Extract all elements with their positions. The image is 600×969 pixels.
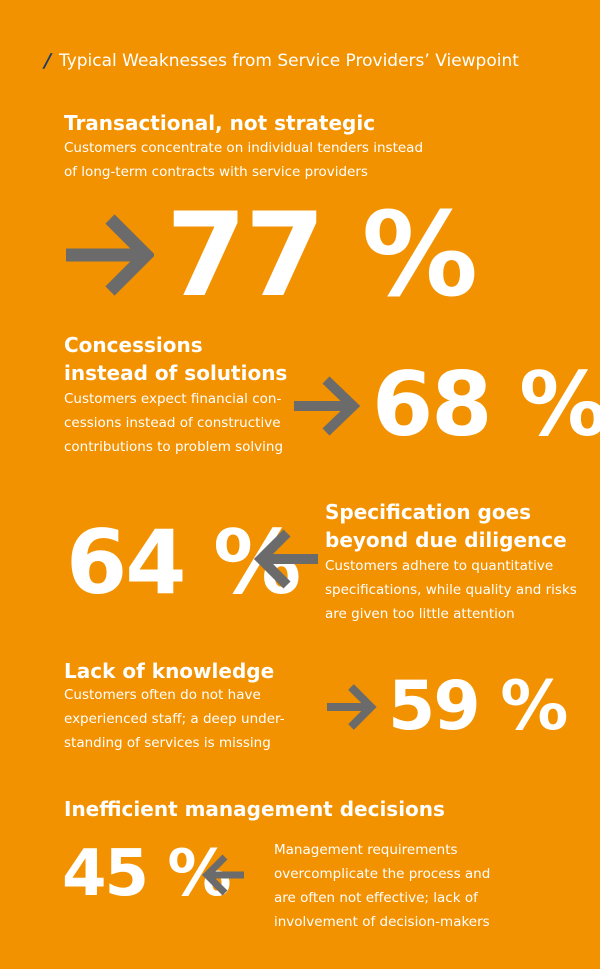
- item-5-description: Management requirements overcomplicate t…: [274, 842, 491, 930]
- item-3-description: Customers adhere to quantitative specifi…: [325, 558, 577, 622]
- left-arrow-icon: [200, 852, 246, 898]
- item-4-percent: 59 %: [388, 667, 568, 746]
- right-arrow-icon: [62, 210, 154, 300]
- item-4-description: Customers often do not have experienced …: [64, 687, 285, 751]
- item-5-title: Inefficient management decisions: [64, 797, 445, 821]
- page-title: Typical Weaknesses from Service Provider…: [58, 51, 519, 71]
- right-arrow-icon: [325, 681, 377, 733]
- item-3-title: Specification goes beyond due diligence: [325, 500, 567, 552]
- item-2-description: Customers expect financial con- cessions…: [64, 391, 284, 455]
- slash-mark-icon: /: [41, 50, 54, 72]
- right-arrow-icon: [292, 373, 360, 439]
- item-4-title: Lack of knowledge: [64, 659, 275, 683]
- item-1-title: Transactional, not strategic: [64, 111, 376, 135]
- item-1-description: Customers concentrate on individual tend…: [64, 140, 424, 180]
- left-arrow-icon: [254, 527, 320, 591]
- item-2-title: Concessions instead of solutions: [64, 333, 288, 385]
- item-1-percent: 77 %: [166, 188, 478, 323]
- page-header: / Typical Weaknesses from Service Provid…: [41, 50, 519, 72]
- item-2-percent: 68 %: [372, 353, 600, 456]
